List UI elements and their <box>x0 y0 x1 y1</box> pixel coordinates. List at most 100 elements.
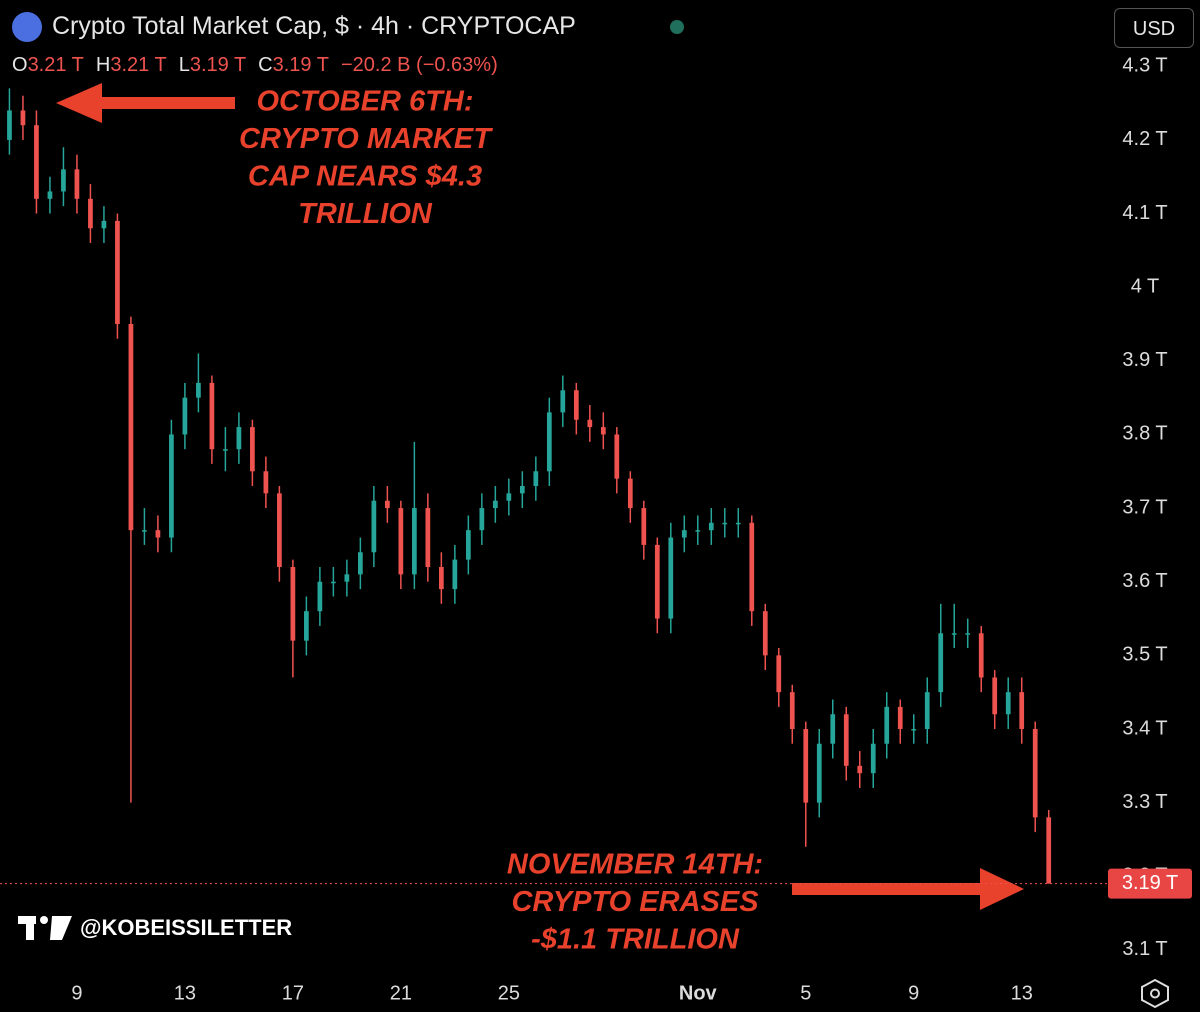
candle-body <box>654 544 660 619</box>
currency-button[interactable]: USD <box>1114 8 1194 48</box>
y-tick-label: 3.1 T <box>1122 938 1167 960</box>
y-tick-label: 3.6 T <box>1122 570 1167 592</box>
candle-body <box>668 537 674 619</box>
candle-body <box>789 692 795 729</box>
candle-body <box>182 397 188 435</box>
candle-body <box>479 508 485 531</box>
candle-body <box>1005 692 1011 715</box>
candle-body <box>816 743 822 803</box>
candle-body <box>506 493 512 501</box>
candle-body <box>465 530 471 560</box>
candle-body <box>924 692 930 729</box>
candle-body <box>263 471 269 494</box>
candle-body <box>88 198 93 229</box>
candle-body <box>385 500 390 509</box>
candle-body <box>992 677 998 715</box>
candle-body <box>546 412 552 472</box>
y-tick-label: 4.1 T <box>1122 202 1167 224</box>
candle-body <box>573 390 579 420</box>
y-tick-label: 3.7 T <box>1122 496 1167 518</box>
candle-body <box>830 714 836 744</box>
gear-hole[interactable] <box>1150 988 1160 999</box>
candle-body <box>492 500 498 509</box>
candle-body <box>61 169 66 192</box>
ohlc-value: 3.19 T <box>272 54 329 76</box>
candle-body <box>1032 729 1038 818</box>
candle-body <box>587 419 593 428</box>
ohlc-key: L <box>178 54 190 76</box>
candle-body <box>304 611 309 641</box>
x-tick-label: 13 <box>174 982 196 1004</box>
candle-body <box>47 191 53 199</box>
candle-body <box>7 110 12 140</box>
candle-body <box>978 633 984 678</box>
candle-body <box>425 508 431 567</box>
gear[interactable] <box>1141 978 1169 1009</box>
candle-body <box>1019 692 1025 729</box>
x-tick-label: 9 <box>71 982 82 1004</box>
candle-body <box>627 478 633 509</box>
candle-body <box>803 729 809 803</box>
candle-body <box>965 633 971 635</box>
candle-body <box>722 522 728 525</box>
candle-body <box>452 559 458 590</box>
settings-icon[interactable] <box>1141 978 1169 1009</box>
x-tick-label: 17 <box>282 982 304 1004</box>
candle-body <box>20 110 26 126</box>
annotation-arrows <box>56 83 1024 910</box>
annotation-text: NOVEMBER 14TH: <box>507 849 763 881</box>
ohlc-value: 3.21 T <box>27 54 84 76</box>
candle-body <box>749 522 755 612</box>
candle-body <box>358 552 363 575</box>
x-tick-label: Nov <box>679 982 718 1004</box>
annotation-text: OCTOBER 6TH: <box>257 86 474 118</box>
ohlc-row: O3.21 T H3.21 T L3.19 T C3.19 T −20.2 B (−0.… <box>12 54 498 77</box>
annotation-text: CRYPTO MARKET <box>239 123 493 155</box>
logo-part <box>26 916 34 940</box>
status-dot <box>670 20 684 34</box>
candle-body <box>344 574 350 582</box>
y-tick-label: 4.3 T <box>1122 55 1167 77</box>
candle-body <box>331 581 336 584</box>
candle-body <box>209 382 215 450</box>
x-tick-label: 9 <box>908 982 919 1004</box>
candle-body <box>735 522 741 525</box>
candle-body <box>951 633 957 635</box>
candle-body <box>371 500 377 553</box>
candle-body <box>533 471 539 486</box>
watermark: @KOBEISSILETTER <box>80 915 292 940</box>
y-tick-label: 3.3 T <box>1122 791 1167 813</box>
candle-body <box>155 530 161 538</box>
arrow-shaft <box>792 883 982 895</box>
arrow-head <box>980 868 1024 910</box>
arrow-shaft <box>100 97 235 109</box>
logo-part <box>40 916 48 924</box>
ohlc-change: −20.2 B (−0.63%) <box>340 54 498 76</box>
candle-body <box>776 655 782 693</box>
candle-body <box>600 427 606 435</box>
candle-body <box>398 508 404 575</box>
candle-body <box>128 324 134 531</box>
ohlc-value: 3.21 T <box>110 54 167 76</box>
logo-part <box>50 916 72 940</box>
candle-body <box>911 729 917 731</box>
y-tick-label: 3.9 T <box>1122 349 1167 371</box>
candle-body <box>681 530 687 538</box>
candle-body <box>762 611 768 656</box>
candle-body <box>1046 817 1052 884</box>
last-price-box <box>1108 868 1192 899</box>
candle-body <box>290 567 296 641</box>
candle-body <box>236 427 242 450</box>
candle-body <box>196 382 201 398</box>
candle-body <box>560 390 566 413</box>
candle-body <box>317 581 323 612</box>
candle-body <box>277 493 282 567</box>
candle-body <box>695 530 701 532</box>
candle-body <box>641 508 647 545</box>
x-tick-label: 5 <box>800 982 811 1004</box>
watermark-logo <box>18 916 72 940</box>
annotation-text: CAP NEARS $4.3 <box>248 161 482 193</box>
y-tick-label: 4 T <box>1131 275 1160 297</box>
